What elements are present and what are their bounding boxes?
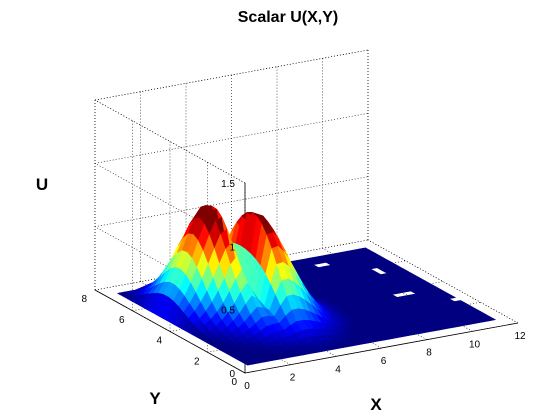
- chart-title: Scalar U(X,Y): [238, 9, 338, 26]
- y-tick-label: 4: [156, 336, 162, 347]
- backwall-gridline-z: [94, 176, 369, 227]
- z-tick-label: 0.5: [221, 306, 235, 317]
- x-tick-label: 8: [426, 348, 432, 359]
- y-tick-label: 8: [81, 294, 87, 305]
- surface-cell: [443, 294, 457, 299]
- z-tick-label: 1: [229, 242, 235, 253]
- x-tick-label: 2: [290, 373, 296, 384]
- y-tick-label: 6: [119, 315, 125, 326]
- surface-cell: [483, 316, 497, 322]
- axis-ticks: 0 2 4 6 8 10 12 0 2 4 6 8 0 0.5 1 1.5: [81, 179, 526, 392]
- x-tick-label: 10: [469, 339, 481, 350]
- z-tick-label: 1.5: [221, 179, 235, 190]
- x-tick-label: 6: [381, 356, 387, 367]
- x-tick-label: 4: [335, 364, 341, 375]
- surface-mesh: [116, 204, 497, 366]
- y-axis-label: Y: [149, 389, 161, 408]
- y-tick-label: 2: [194, 356, 200, 367]
- top-edge-back: [94, 49, 369, 101]
- z-tick-label: 0: [229, 369, 235, 380]
- x-tick-label: 0: [244, 381, 250, 392]
- x-tick-label: 12: [514, 331, 526, 342]
- x-axis-line: [244, 322, 519, 374]
- y-axis-line: [94, 289, 246, 374]
- x-axis-label: X: [370, 395, 382, 414]
- z-axis-label: U: [36, 175, 48, 194]
- backwall-gridline-z: [94, 113, 369, 164]
- y-tick-label: 0: [231, 377, 237, 388]
